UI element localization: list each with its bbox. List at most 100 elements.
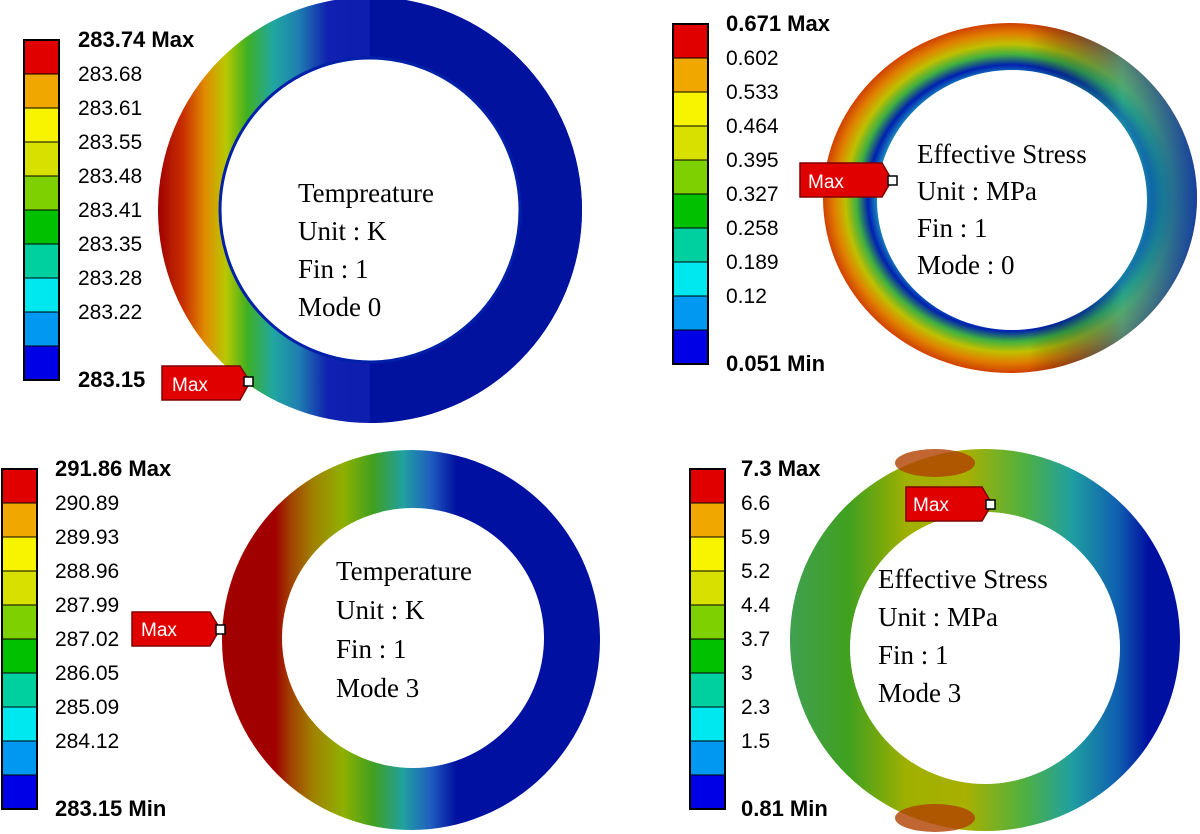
legend-tick-label: 0.602 <box>726 47 779 70</box>
legend-tick-label: 5.9 <box>741 526 770 549</box>
legend-color-band <box>689 502 726 538</box>
plot-annotation-line: Unit : K <box>336 595 425 625</box>
legend-color-band <box>672 57 709 93</box>
legend-color-band <box>1 672 38 708</box>
temperature-ring-mode-3 <box>222 450 600 830</box>
panel-stress-mode-0: 0.671 Max 0.602 0.533 0.464 0.395 0.327 0.258 0… <box>672 11 1197 376</box>
max-probe-label: Max <box>172 375 208 396</box>
legend-color-band <box>689 672 726 708</box>
legend-max-label: 7.3 Max <box>741 456 821 481</box>
legend-tick-label: 283.61 <box>78 97 142 120</box>
legend-color-band <box>689 638 726 674</box>
plot-annotation-line: Tempreature <box>298 178 434 208</box>
max-probe-label: Max <box>913 495 949 516</box>
plot-annotation-line: Mode 3 <box>336 673 419 703</box>
plot-annotation-line: Temperature <box>336 556 472 586</box>
stress-ring-mode-0 <box>823 23 1197 373</box>
legend-temperature-mode-0: 283.74 Max 283.68 283.61 283.55 283.48 283.41… <box>23 27 195 392</box>
plot-text-temperature-mode-0: Tempreature Unit : K Fin : 1 Mode 0 <box>298 178 434 322</box>
legend-color-band <box>23 175 60 211</box>
plot-annotation-line: Fin : 1 <box>917 213 988 243</box>
legend-color-band <box>689 570 726 606</box>
max-probe-temperature-mode-0: Max <box>161 365 254 401</box>
legend-tick-label: 283.35 <box>78 233 142 256</box>
max-probe-temperature-mode-3: Max <box>131 611 226 647</box>
legend-tick-label: 288.96 <box>55 560 119 583</box>
plot-annotation-line: Unit : MPa <box>878 602 998 632</box>
legend-color-band <box>672 23 709 59</box>
temperature-ring-mode-0 <box>158 0 582 423</box>
legend-color-band <box>23 345 60 381</box>
legend-tick-label: 283.28 <box>78 267 142 290</box>
legend-tick-label: 287.02 <box>55 628 119 651</box>
plot-annotation-line: Fin : 1 <box>878 640 949 670</box>
legend-color-band <box>1 536 38 572</box>
legend-min-label: 0.051 Min <box>726 351 825 376</box>
plot-annotation-line: Effective Stress <box>917 139 1087 169</box>
plot-annotation-line: Unit : MPa <box>917 176 1037 206</box>
legend-color-band <box>23 73 60 109</box>
legend-tick-label: 283.48 <box>78 165 142 188</box>
legend-color-band <box>1 468 38 504</box>
legend-stress-mode-3: 7.3 Max 6.6 5.9 5.2 4.4 3.7 3 2.3 1.5 0.81 Min <box>689 456 828 821</box>
legend-color-band <box>23 209 60 245</box>
legend-tick-label: 287.99 <box>55 594 119 617</box>
legend-color-band <box>1 706 38 742</box>
legend-min-label: 0.81 Min <box>741 796 828 821</box>
legend-tick-label: 3 <box>741 662 753 685</box>
plot-text-stress-mode-3: Effective Stress Unit : MPa Fin : 1 Mode 3 <box>878 564 1048 708</box>
legend-color-band <box>1 740 38 776</box>
legend-tick-label: 289.93 <box>55 526 119 549</box>
legend-tick-label: 0.258 <box>726 217 779 240</box>
plot-text-temperature-mode-3: Temperature Unit : K Fin : 1 Mode 3 <box>336 556 472 703</box>
legend-tick-label: 0.12 <box>726 285 767 308</box>
legend-tick-label: 6.6 <box>741 492 770 515</box>
plot-annotation-line: Effective Stress <box>878 564 1048 594</box>
legend-color-band <box>23 243 60 279</box>
plot-annotation-line: Mode 3 <box>878 678 961 708</box>
legend-color-band <box>1 774 38 810</box>
legend-color-band <box>672 261 709 297</box>
legend-color-band <box>672 329 709 365</box>
legend-tick-label: 286.05 <box>55 662 119 685</box>
plot-annotation-line: Fin : 1 <box>336 634 407 664</box>
legend-tick-label: 284.12 <box>55 730 119 753</box>
legend-color-band <box>672 91 709 127</box>
legend-color-band <box>23 141 60 177</box>
legend-color-band <box>672 159 709 195</box>
legend-stress-mode-0: 0.671 Max 0.602 0.533 0.464 0.395 0.327 0.258 0… <box>672 11 831 376</box>
legend-color-band <box>1 638 38 674</box>
legend-color-band <box>1 604 38 640</box>
legend-color-band <box>689 740 726 776</box>
legend-color-band <box>23 107 60 143</box>
legend-color-band <box>689 536 726 572</box>
legend-tick-label: 285.09 <box>55 696 119 719</box>
panel-temperature-mode-0: 283.74 Max 283.68 283.61 283.55 283.48 283.41… <box>23 0 582 423</box>
legend-tick-label: 1.5 <box>741 730 770 753</box>
legend-tick-label: 283.68 <box>78 63 142 86</box>
legend-color-band <box>672 295 709 331</box>
legend-max-label: 0.671 Max <box>726 11 831 36</box>
legend-color-band <box>1 570 38 606</box>
plot-annotation-line: Mode : 0 <box>917 250 1015 280</box>
legend-color-band <box>689 604 726 640</box>
legend-tick-label: 0.533 <box>726 81 779 104</box>
legend-color-band <box>1 502 38 538</box>
legend-tick-label: 0.189 <box>726 251 779 274</box>
plot-annotation-line: Mode 0 <box>298 292 381 322</box>
legend-tick-label: 2.3 <box>741 696 770 719</box>
legend-color-band <box>689 468 726 504</box>
legend-min-label: 283.15 <box>78 367 145 392</box>
legend-max-label: 283.74 Max <box>78 27 195 52</box>
plot-annotation-line: Unit : K <box>298 216 387 246</box>
legend-color-band <box>672 193 709 229</box>
max-probe-stress-mode-0: Max <box>799 162 898 198</box>
panel-temperature-mode-3: 291.86 Max 290.89 289.93 288.96 287.99 287.02… <box>1 450 600 830</box>
plot-text-stress-mode-0: Effective Stress Unit : MPa Fin : 1 Mode : … <box>917 139 1087 280</box>
max-probe-stress-mode-3: Max <box>905 486 996 522</box>
legend-color-band <box>689 774 726 810</box>
legend-tick-label: 4.4 <box>741 594 771 617</box>
legend-tick-label: 290.89 <box>55 492 119 515</box>
legend-color-band <box>689 706 726 742</box>
panel-stress-mode-3: 7.3 Max 6.6 5.9 5.2 4.4 3.7 3 2.3 1.5 0.81 Min Ef… <box>689 449 1180 832</box>
